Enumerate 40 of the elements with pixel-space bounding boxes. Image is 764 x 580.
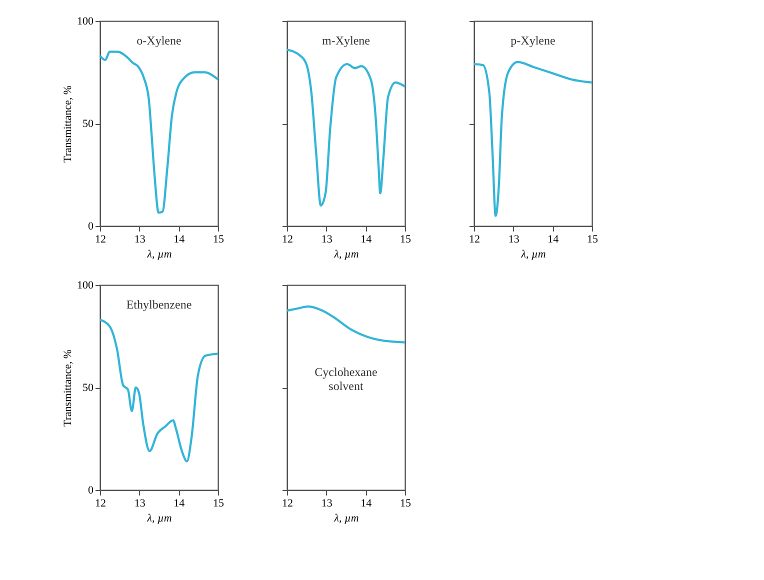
x-tick-label: 15 <box>587 234 598 246</box>
x-tick-label: 12 <box>469 234 480 246</box>
x-tick-label: 14 <box>174 234 186 246</box>
x-tick-label: 12 <box>95 498 106 510</box>
y-tick-label: 100 <box>77 16 94 28</box>
x-tick-label: 13 <box>508 234 520 246</box>
y-tick-label: 50 <box>82 118 94 130</box>
x-axis-title: λ, µm <box>146 248 172 260</box>
x-axis-title: λ, µm <box>333 512 359 524</box>
x-axis-title: λ, µm <box>333 248 359 260</box>
x-tick-label: 15 <box>400 498 412 510</box>
x-tick-label: 14 <box>548 234 560 246</box>
line-series <box>98 50 220 214</box>
text: o-Xylene <box>136 33 182 48</box>
x-tick-label: 12 <box>282 498 293 510</box>
x-tick-label: 14 <box>174 498 186 510</box>
x-axis-title: λ, µm <box>520 248 546 260</box>
y-axis-title: Transmittance, % <box>62 85 74 163</box>
x-tick-label: 13 <box>134 498 146 510</box>
x-tick-label: 15 <box>400 234 412 246</box>
x-tick-label: 13 <box>321 234 333 246</box>
x-tick-label: 14 <box>360 498 372 510</box>
x-tick-label: 15 <box>213 234 224 246</box>
y-tick-label: 0 <box>88 220 94 232</box>
text: p-Xylene <box>510 33 556 48</box>
x-tick-label: 12 <box>282 234 293 246</box>
line-series <box>98 318 220 462</box>
x-tick-label: 13 <box>321 498 333 510</box>
text: Ethylbenzene <box>126 297 192 312</box>
x-tick-label: 14 <box>360 234 372 246</box>
y-tick-label: 0 <box>88 484 94 496</box>
text: Cyclohexane solvent <box>314 365 378 393</box>
x-tick-label: 15 <box>213 498 224 510</box>
text: m-Xylene <box>322 33 370 48</box>
x-tick-label: 12 <box>95 234 106 246</box>
x-tick-label: 13 <box>134 234 146 246</box>
y-axis-title: Transmittance, % <box>62 349 74 427</box>
x-axis-title: λ, µm <box>146 512 172 524</box>
y-tick-label: 50 <box>82 382 94 394</box>
y-tick-label: 100 <box>77 280 94 292</box>
